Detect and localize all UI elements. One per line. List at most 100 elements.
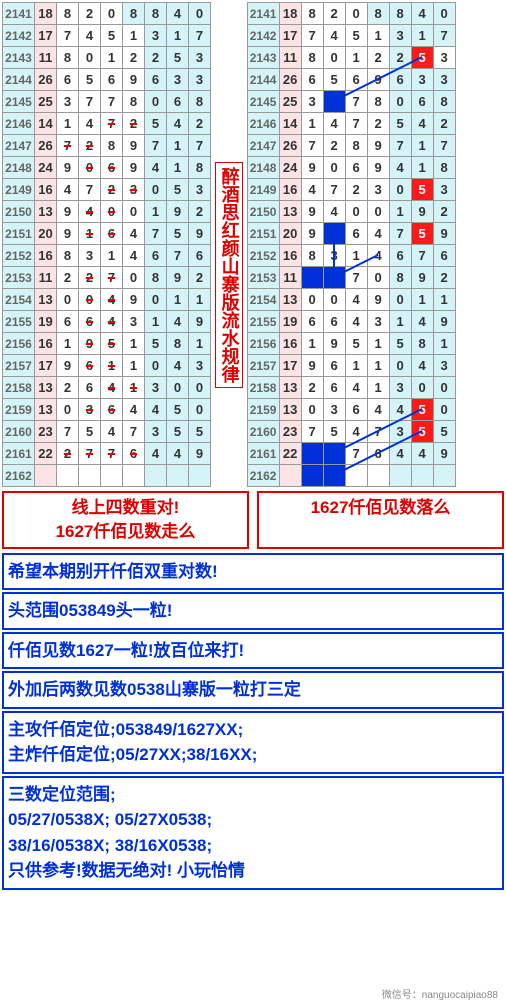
data-cell: 3 [301, 91, 323, 113]
data-cell: 0 [167, 377, 189, 399]
data-cell: 5 [411, 47, 433, 69]
data-cell: 3 [189, 47, 211, 69]
data-cell: 6 [57, 69, 79, 91]
data-cell: 5 [145, 113, 167, 135]
right-table-wrap: 2141188208840214217745131721431180122532… [247, 2, 456, 487]
data-cell: 2 [57, 377, 79, 399]
data-cell: 0 [389, 355, 411, 377]
data-cell: 18 [279, 3, 301, 25]
data-cell: 3 [389, 377, 411, 399]
data-cell: 6 [145, 245, 167, 267]
data-cell: 7 [57, 421, 79, 443]
data-cell: 0 [301, 399, 323, 421]
data-cell: 7 [301, 135, 323, 157]
data-cell: 4 [101, 377, 123, 399]
data-cell: 5 [389, 113, 411, 135]
data-cell: 6 [101, 157, 123, 179]
row-index: 2154 [247, 289, 279, 311]
data-cell: 2 [123, 113, 145, 135]
data-cell [189, 465, 211, 487]
data-cell: 4 [345, 311, 367, 333]
data-cell: 5 [167, 179, 189, 201]
data-cell: 4 [411, 443, 433, 465]
tip-box: 主攻仟佰定位;053849/1627XX;主炸仟佰定位;05/27XX;38/1… [2, 711, 504, 774]
data-cell: 5 [433, 421, 455, 443]
row-index: 2142 [247, 25, 279, 47]
data-cell: 3 [433, 355, 455, 377]
data-cell [411, 465, 433, 487]
data-cell: 5 [323, 69, 345, 91]
data-cell: 7 [167, 245, 189, 267]
data-cell [145, 465, 167, 487]
row-index: 2147 [247, 135, 279, 157]
data-cell: 1 [101, 47, 123, 69]
row-index: 2160 [247, 421, 279, 443]
data-cell: 9 [301, 223, 323, 245]
data-cell: 0 [301, 289, 323, 311]
left-table: 2141188208840214217745131721431180122532… [2, 2, 211, 487]
left-table-wrap: 2141188208840214217745131721431180122532… [2, 2, 211, 487]
data-cell: 23 [279, 421, 301, 443]
data-cell: 6 [323, 377, 345, 399]
data-cell: 1 [57, 333, 79, 355]
row-index: 2146 [3, 113, 35, 135]
data-cell: 4 [389, 443, 411, 465]
data-cell: 5 [411, 421, 433, 443]
data-cell: 5 [345, 333, 367, 355]
data-cell: 4 [345, 289, 367, 311]
data-cell: 6 [301, 311, 323, 333]
data-cell: 4 [123, 245, 145, 267]
data-cell: 0 [323, 157, 345, 179]
data-cell: 3 [323, 245, 345, 267]
data-cell: 5 [167, 399, 189, 421]
data-cell: 20 [35, 223, 57, 245]
data-cell: 19 [279, 311, 301, 333]
data-cell: 9 [167, 201, 189, 223]
data-cell: 0 [123, 267, 145, 289]
data-cell: 8 [167, 333, 189, 355]
data-cell: 9 [323, 333, 345, 355]
row-index: 2149 [3, 179, 35, 201]
data-cell: 7 [57, 135, 79, 157]
data-cell: 9 [367, 157, 389, 179]
data-cell: 9 [123, 69, 145, 91]
row-index: 2155 [3, 311, 35, 333]
data-cell: 4 [101, 311, 123, 333]
data-cell [79, 465, 101, 487]
data-cell: 7 [345, 443, 367, 465]
data-cell: 2 [301, 377, 323, 399]
row-index: 2143 [3, 47, 35, 69]
row-index: 2155 [247, 311, 279, 333]
data-cell: 3 [433, 47, 455, 69]
data-cell: 0 [433, 399, 455, 421]
data-cell: 2 [145, 47, 167, 69]
data-cell: 0 [79, 289, 101, 311]
data-cell: 26 [35, 135, 57, 157]
data-cell: 1 [167, 135, 189, 157]
data-cell: 4 [301, 179, 323, 201]
data-cell: 2 [301, 443, 323, 465]
data-cell: 7 [79, 443, 101, 465]
row-index: 2152 [3, 245, 35, 267]
data-cell: 1 [433, 333, 455, 355]
data-cell: 1 [389, 311, 411, 333]
data-cell: 3 [323, 399, 345, 421]
data-cell: 7 [189, 25, 211, 47]
data-cell: 0 [389, 179, 411, 201]
data-cell: 7 [79, 179, 101, 201]
data-cell: 5 [323, 421, 345, 443]
data-cell: 4 [167, 443, 189, 465]
data-cell: 5 [189, 421, 211, 443]
data-cell: 9 [189, 443, 211, 465]
data-cell: 22 [35, 443, 57, 465]
data-cell: 5 [79, 69, 101, 91]
data-cell: 4 [345, 377, 367, 399]
data-cell: 6 [301, 69, 323, 91]
row-index: 2151 [3, 223, 35, 245]
row-index: 2161 [3, 443, 35, 465]
data-cell [57, 465, 79, 487]
data-cell: 8 [345, 135, 367, 157]
data-cell: 2 [123, 47, 145, 69]
row-index: 2151 [247, 223, 279, 245]
data-cell: 7 [301, 421, 323, 443]
